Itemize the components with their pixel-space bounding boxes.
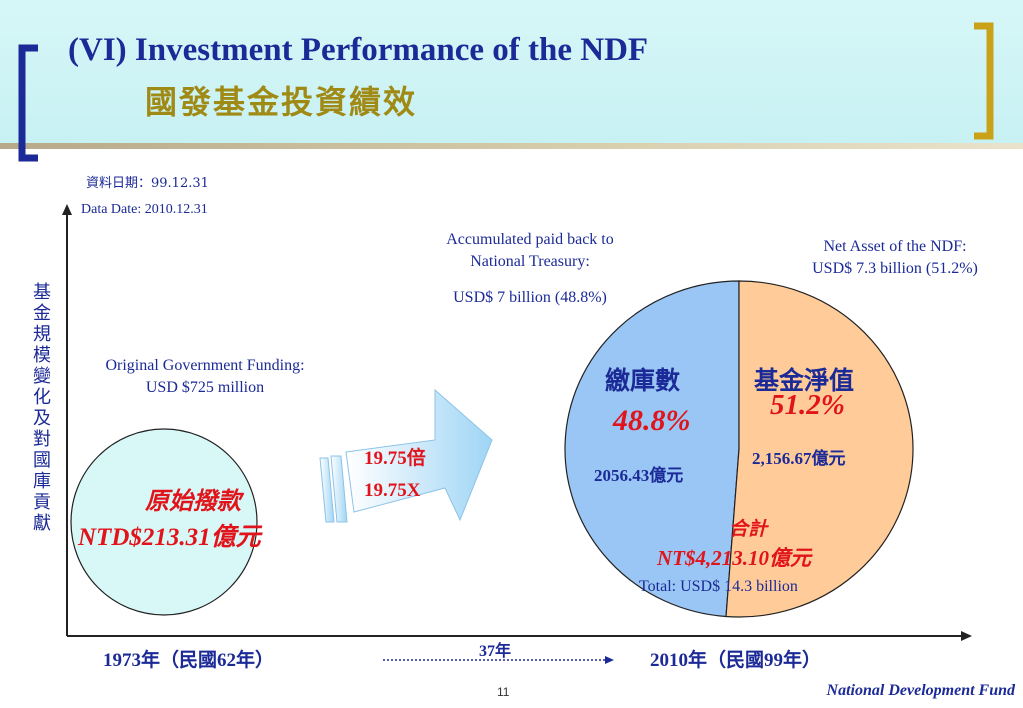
footer-brand: National Development Fund xyxy=(826,682,1015,699)
total-value: NT$4,213.10億元 xyxy=(657,546,811,570)
net-asset-line1: Net Asset of the NDF: xyxy=(823,238,967,255)
paid-back-line2: National Treasury: xyxy=(470,253,590,270)
time-span: 37年 xyxy=(479,643,512,660)
paid-back-line3: USD$ 7 billion (48.8%) xyxy=(453,289,607,306)
growth-multiple-en: 19.75X xyxy=(364,480,421,501)
bracket-decoration xyxy=(18,22,994,162)
net-asset-caption: Net Asset of the NDF: USD$ 7.3 billion (… xyxy=(770,236,1020,280)
x-axis-arrowhead xyxy=(961,631,972,641)
page-title-chinese: 國發基金投資績效 xyxy=(145,83,418,121)
paid-back-line1: Accumulated paid back to xyxy=(446,231,614,248)
paid-back-caption: Accumulated paid back to National Treasu… xyxy=(400,229,660,309)
slice-net-title: 基金淨值 xyxy=(754,366,855,395)
original-funding-value: NTD$213.31億元 xyxy=(78,524,261,551)
pie-chart xyxy=(564,280,914,618)
slice-paid-title: 繳庫數 xyxy=(605,366,681,395)
end-year: 2010年（民國99年） xyxy=(650,650,822,671)
original-funding-caption-line2: USD $725 million xyxy=(145,379,265,396)
page-title: (VI) Investment Performance of the NDF xyxy=(68,32,649,68)
slice-net-value: 2,156.67億元 xyxy=(752,449,846,468)
left-bracket xyxy=(18,44,38,162)
net-asset-line2: USD$ 7.3 billion (51.2%) xyxy=(812,260,978,277)
title-banner xyxy=(0,0,1023,143)
slice-paid-value: 2056.43億元 xyxy=(594,466,684,485)
original-funding-label: 原始撥款 xyxy=(145,486,241,515)
slice-paid-percent: 48.8% xyxy=(613,404,691,437)
pie-slice-paid xyxy=(564,280,740,618)
start-year: 1973年（民國62年） xyxy=(103,650,275,671)
growth-arrow xyxy=(319,388,493,523)
y-axis-label: 基金規模變化及對國庫貢獻 xyxy=(33,282,51,534)
y-axis-arrowhead xyxy=(62,204,72,215)
data-date-zh: 資料日期：99.12.31 xyxy=(86,176,209,191)
slice-net-percent: 51.2% xyxy=(770,389,845,421)
page-number: 11 xyxy=(497,685,510,699)
right-bracket xyxy=(974,22,994,140)
original-funding-circle xyxy=(70,428,258,616)
pie-slice-net xyxy=(725,280,914,618)
data-date-en: Data Date: 2010.12.31 xyxy=(81,202,208,217)
growth-multiple-zh: 19.75倍 xyxy=(364,448,426,469)
total-label: 合計 xyxy=(729,518,768,540)
banner-divider xyxy=(0,143,1023,149)
original-funding-caption-line1: Original Government Funding: xyxy=(105,357,305,374)
timeline-arrowhead xyxy=(605,656,614,664)
original-funding-caption: Original Government Funding: USD $725 mi… xyxy=(60,355,350,399)
total-usd: Total: USD$ 14.3 billion xyxy=(639,578,798,595)
